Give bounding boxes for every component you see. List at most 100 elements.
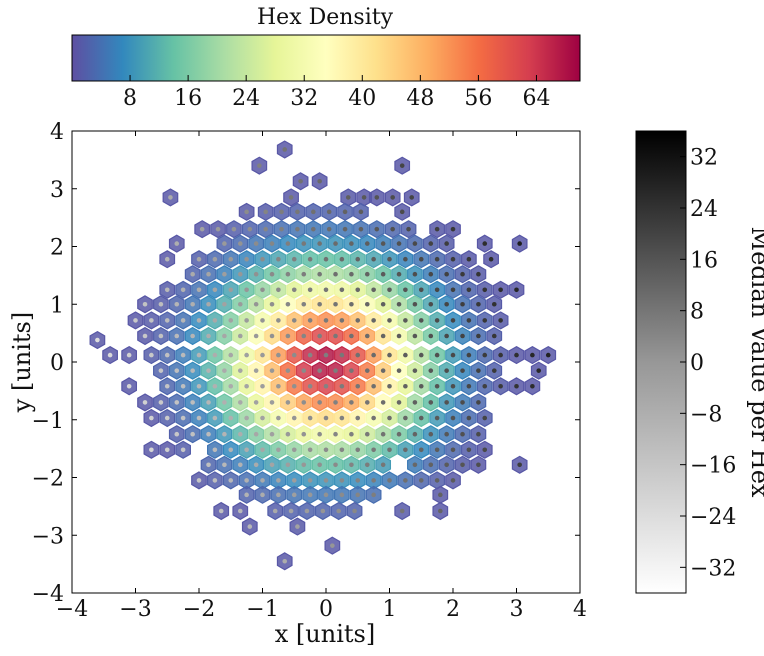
median-dot bbox=[438, 492, 443, 498]
hex-bin bbox=[324, 536, 341, 555]
hex-bin bbox=[511, 234, 528, 253]
median-dot bbox=[206, 400, 211, 405]
median-dot bbox=[323, 492, 329, 498]
hex-bin bbox=[286, 280, 303, 299]
median-dot bbox=[361, 195, 367, 200]
hex-bin bbox=[289, 202, 306, 221]
median-dot bbox=[364, 368, 370, 373]
hex-bin bbox=[264, 425, 280, 444]
hex-bin bbox=[248, 393, 265, 412]
hex-bin bbox=[318, 311, 334, 330]
hex-bin bbox=[280, 455, 296, 474]
median-dot bbox=[311, 226, 316, 232]
median-dot bbox=[285, 400, 291, 405]
median-dot bbox=[276, 383, 281, 389]
hex-bin bbox=[238, 440, 255, 459]
hex-bin bbox=[222, 345, 239, 365]
hex-bin bbox=[349, 345, 366, 365]
median-dot bbox=[196, 383, 202, 389]
median-dot bbox=[339, 492, 345, 498]
median-dot bbox=[180, 352, 186, 358]
hex-bin bbox=[232, 234, 249, 253]
median-dot bbox=[158, 368, 164, 373]
median-dot bbox=[174, 431, 180, 437]
median-dot bbox=[107, 352, 113, 358]
hex-bin bbox=[407, 295, 423, 314]
hex-bin bbox=[413, 471, 430, 490]
hex-bin bbox=[270, 440, 287, 459]
hex-bin bbox=[476, 345, 493, 365]
median-tick-label: 16 bbox=[690, 248, 718, 273]
median-dot bbox=[476, 333, 481, 339]
hex-bin bbox=[327, 361, 344, 380]
hex-bin bbox=[241, 517, 258, 536]
hex-bin bbox=[334, 408, 350, 428]
median-dot bbox=[358, 209, 364, 215]
hex-bin bbox=[334, 280, 350, 299]
hex-bin bbox=[413, 280, 430, 299]
y-tick-label: 1 bbox=[50, 293, 64, 318]
median-dot bbox=[498, 352, 503, 358]
hex-bin bbox=[381, 311, 398, 330]
median-dot bbox=[196, 256, 202, 262]
median-dot bbox=[418, 256, 424, 262]
median-dot bbox=[428, 400, 434, 405]
median-dot bbox=[412, 241, 418, 246]
median-dot bbox=[460, 368, 465, 373]
hex-bin bbox=[413, 440, 430, 459]
median-dot bbox=[190, 333, 195, 339]
density-tick-label: 24 bbox=[232, 86, 260, 111]
hex-bin bbox=[254, 311, 271, 330]
median-dot bbox=[253, 333, 259, 339]
hex-bin bbox=[318, 377, 334, 396]
median-dot bbox=[380, 400, 386, 405]
hex-bin bbox=[470, 455, 487, 474]
hex-bin bbox=[454, 326, 471, 346]
hex-bin bbox=[407, 234, 423, 253]
median-dot bbox=[460, 333, 465, 339]
y-tick-label: 2 bbox=[50, 236, 64, 261]
median-dot bbox=[298, 178, 303, 184]
median-dot bbox=[295, 524, 300, 529]
median-dot bbox=[482, 415, 488, 421]
median-dot bbox=[371, 318, 376, 323]
hex-bin bbox=[454, 425, 471, 444]
hex-bin bbox=[314, 501, 331, 521]
hex-bin bbox=[343, 265, 360, 284]
median-dot bbox=[371, 478, 376, 483]
median-dot bbox=[403, 383, 408, 389]
y-tick-label: −1 bbox=[32, 409, 64, 434]
median-dot bbox=[349, 241, 354, 246]
median-dot bbox=[339, 352, 345, 358]
hex-bin bbox=[143, 440, 160, 459]
hex-bin bbox=[413, 408, 430, 428]
median-dot bbox=[355, 383, 361, 389]
hex-bin bbox=[445, 440, 461, 459]
hex-bin bbox=[222, 280, 239, 299]
median-dot bbox=[237, 333, 243, 339]
median-dot bbox=[333, 241, 338, 246]
median-dot bbox=[291, 383, 297, 389]
median-dot bbox=[269, 241, 275, 246]
hex-bin bbox=[476, 234, 493, 253]
median-dot bbox=[228, 478, 234, 483]
median-dot bbox=[339, 415, 345, 421]
hex-bin bbox=[254, 250, 271, 269]
median-dot bbox=[364, 271, 370, 277]
hex-bin bbox=[283, 188, 299, 207]
hex-bin bbox=[311, 326, 328, 346]
hex-bin bbox=[184, 265, 201, 284]
median-dot bbox=[307, 287, 313, 293]
median-dot bbox=[244, 318, 249, 323]
hex-bin bbox=[254, 280, 271, 299]
median-dot bbox=[333, 301, 338, 307]
median-dot bbox=[333, 271, 338, 277]
median-dot bbox=[269, 431, 275, 437]
hex-bin bbox=[264, 393, 280, 412]
hex-bin bbox=[318, 345, 334, 365]
hex-bin bbox=[295, 265, 312, 284]
median-dot bbox=[412, 400, 418, 405]
median-dot bbox=[364, 462, 370, 468]
median-dot bbox=[206, 431, 211, 437]
median-dot bbox=[450, 478, 456, 483]
